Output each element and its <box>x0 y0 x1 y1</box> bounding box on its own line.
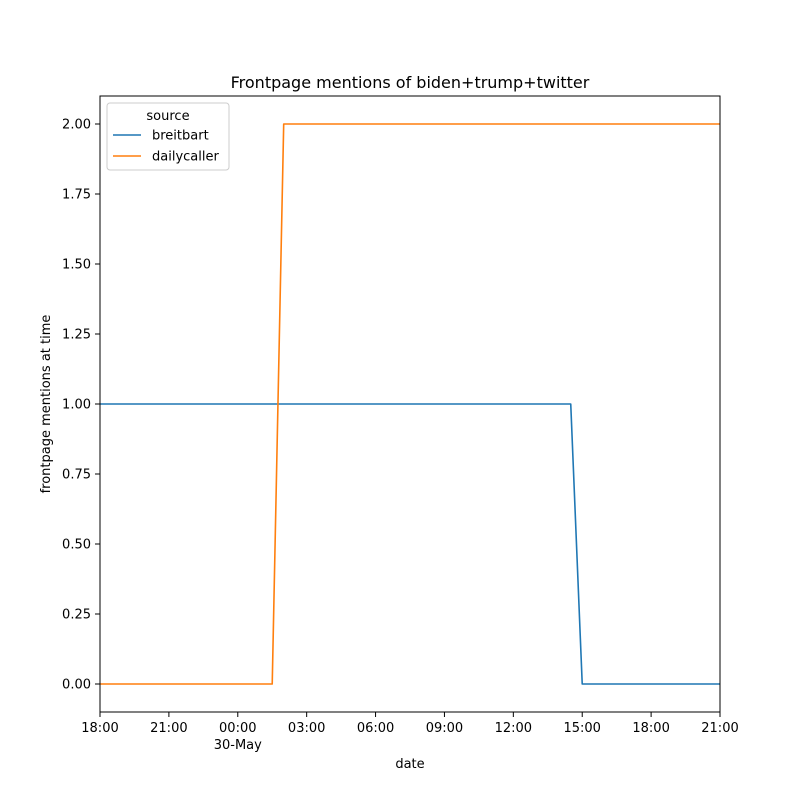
x-tick-label: 18:00 <box>632 721 669 736</box>
x-tick-label: 03:00 <box>288 721 325 736</box>
series-line-dailycaller <box>100 123 720 685</box>
legend-label-dailycaller: dailycaller <box>152 150 219 165</box>
legend-title: source <box>146 109 189 124</box>
legend-label-breitbart: breitbart <box>152 129 209 144</box>
y-tick-label: 2.00 <box>62 118 91 133</box>
series-line-breitbart <box>100 403 720 685</box>
y-tick-label: 1.50 <box>62 258 91 273</box>
x-tick-label: 21:00 <box>701 721 738 736</box>
y-axis: 0.00 0.25 0.50 0.75 1.00 1.25 1.50 1.75 2.00 <box>62 118 100 693</box>
x-tick-label: 15:00 <box>563 721 600 736</box>
y-tick-label: 0.25 <box>62 608 91 623</box>
x-tick-sublabel: 30-May <box>214 738 262 753</box>
chart-title: Frontpage mentions of biden+trump+twitte… <box>231 73 590 92</box>
x-tick-label: 06:00 <box>357 721 394 736</box>
x-tick-label: 12:00 <box>495 721 532 736</box>
y-tick-label: 0.00 <box>62 678 91 693</box>
plot-frame <box>99 95 721 713</box>
y-tick-label: 0.50 <box>62 538 91 553</box>
x-tick-label: 18:00 <box>81 721 118 736</box>
legend: source breitbart dailycaller <box>106 102 230 171</box>
y-axis-label: frontpage mentions at time <box>39 315 54 494</box>
x-tick-label: 00:00 <box>219 721 256 736</box>
x-axis-label: date <box>395 757 424 772</box>
y-tick-label: 1.25 <box>62 328 91 343</box>
y-tick-label: 1.75 <box>62 188 91 203</box>
x-tick-label: 09:00 <box>426 721 463 736</box>
series-lines <box>100 123 720 685</box>
y-tick-label: 0.75 <box>62 468 91 483</box>
legend-box <box>106 102 230 171</box>
x-tick-label: 21:00 <box>150 721 187 736</box>
y-tick-label: 1.00 <box>62 398 91 413</box>
x-axis: 18:00 21:00 00:00 30-May 03:00 06:00 09:00 12:0… <box>81 712 739 753</box>
